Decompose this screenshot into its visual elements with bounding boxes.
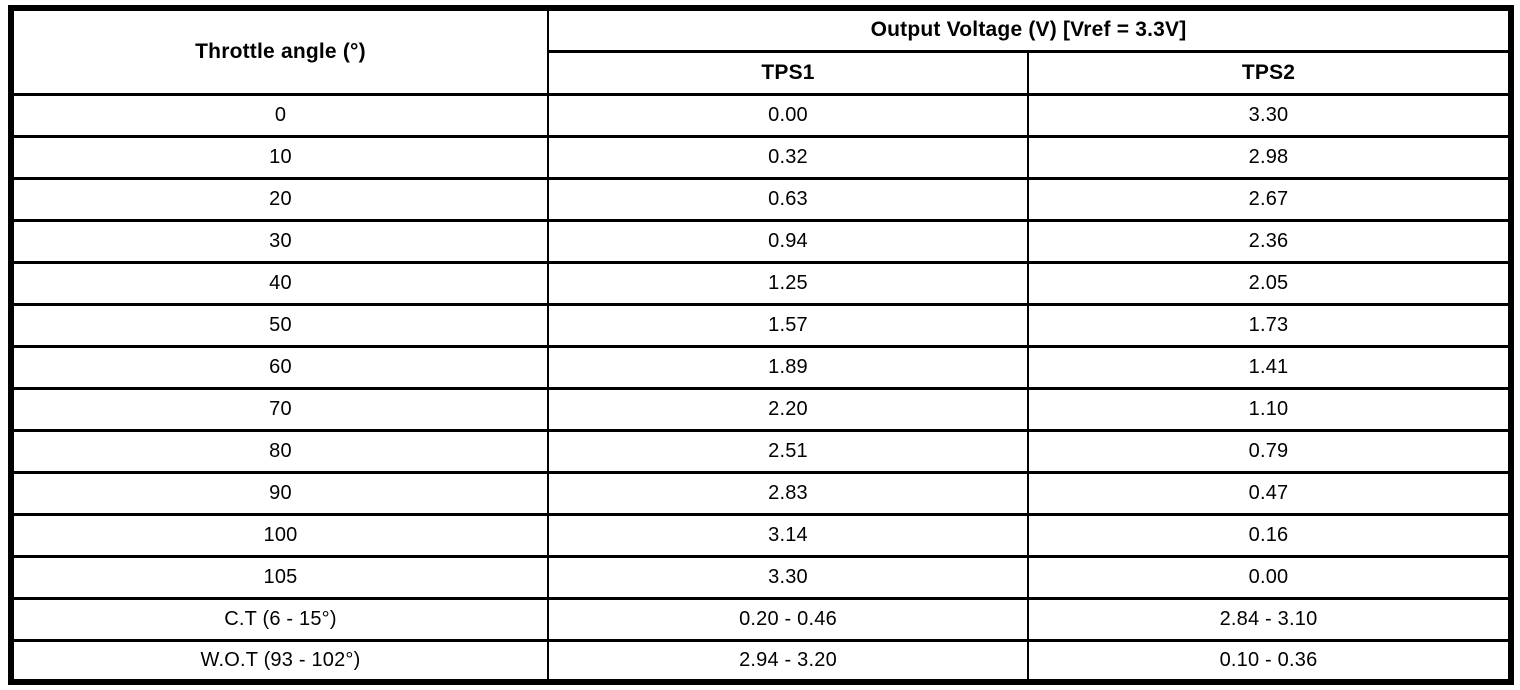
tps1-value-cell: 0.20 - 0.46 — [547, 596, 1029, 642]
tps1-value-cell: 1.25 — [547, 260, 1029, 306]
throttle-angle-cell: 10 — [10, 134, 549, 180]
throttle-angle-cell: C.T (6 - 15°) — [10, 596, 549, 642]
tps2-value-cell: 1.10 — [1027, 386, 1512, 432]
tps1-column-header: TPS1 — [547, 49, 1029, 96]
throttle-angle-cell: 90 — [10, 470, 549, 516]
tps2-value-cell: 2.98 — [1027, 134, 1512, 180]
table-row: 30 0.94 2.36 — [10, 218, 1512, 264]
tps2-value-cell: 0.79 — [1027, 428, 1512, 474]
tps1-value-cell: 0.63 — [547, 176, 1029, 222]
tps1-value-cell: 0.00 — [547, 92, 1029, 138]
header-row-group: Throttle angle (°) Output Voltage (V) [V… — [10, 6, 1512, 96]
table-row: 0 0.00 3.30 — [10, 92, 1512, 138]
tps2-value-cell: 2.36 — [1027, 218, 1512, 264]
table-row: 20 0.63 2.67 — [10, 176, 1512, 222]
table-row: W.O.T (93 - 102°) 2.94 - 3.20 0.10 - 0.3… — [10, 638, 1512, 684]
tps2-value-cell: 2.84 - 3.10 — [1027, 596, 1512, 642]
tps-voltage-table: Throttle angle (°) Output Voltage (V) [V… — [8, 5, 1514, 685]
table-row: 90 2.83 0.47 — [10, 470, 1512, 516]
table-row: 40 1.25 2.05 — [10, 260, 1512, 306]
header-row-sub: TPS1 TPS2 — [11, 49, 1512, 96]
throttle-angle-cell: W.O.T (93 - 102°) — [10, 638, 549, 684]
throttle-angle-cell: 0 — [10, 92, 549, 138]
tps2-value-cell: 1.41 — [1027, 344, 1512, 390]
throttle-angle-header: Throttle angle (°) — [10, 6, 549, 96]
tps2-value-cell: 3.30 — [1027, 92, 1512, 138]
tps1-value-cell: 3.14 — [547, 512, 1029, 558]
tps1-value-cell: 0.32 — [547, 134, 1029, 180]
throttle-angle-cell: 20 — [10, 176, 549, 222]
throttle-angle-cell: 30 — [10, 218, 549, 264]
throttle-angle-cell: 60 — [10, 344, 549, 390]
tps1-value-cell: 3.30 — [547, 554, 1029, 600]
tps1-value-cell: 1.57 — [547, 302, 1029, 348]
throttle-angle-cell: 100 — [10, 512, 549, 558]
tps2-value-cell: 0.10 - 0.36 — [1027, 638, 1512, 684]
table-row: 50 1.57 1.73 — [10, 302, 1512, 348]
tps1-value-cell: 2.94 - 3.20 — [547, 638, 1029, 684]
table-row: 10 0.32 2.98 — [10, 134, 1512, 180]
tps2-value-cell: 0.00 — [1027, 554, 1512, 600]
tps2-value-cell: 0.16 — [1027, 512, 1512, 558]
tps2-value-cell: 2.67 — [1027, 176, 1512, 222]
throttle-angle-cell: 105 — [10, 554, 549, 600]
tps1-value-cell: 0.94 — [547, 218, 1029, 264]
table-row: 105 3.30 0.00 — [10, 554, 1512, 600]
throttle-angle-cell: 50 — [10, 302, 549, 348]
tps2-column-header: TPS2 — [1027, 49, 1512, 96]
table-row: 60 1.89 1.41 — [10, 344, 1512, 390]
throttle-angle-cell: 40 — [10, 260, 549, 306]
throttle-angle-cell: 70 — [10, 386, 549, 432]
tps2-value-cell: 2.05 — [1027, 260, 1512, 306]
tps2-value-cell: 0.47 — [1027, 470, 1512, 516]
table-row: 80 2.51 0.79 — [10, 428, 1512, 474]
tps1-value-cell: 2.83 — [547, 470, 1029, 516]
tps2-value-cell: 1.73 — [1027, 302, 1512, 348]
table-row: 70 2.20 1.10 — [10, 386, 1512, 432]
table-row: 100 3.14 0.16 — [10, 512, 1512, 558]
tps1-value-cell: 2.51 — [547, 428, 1029, 474]
tps1-value-cell: 2.20 — [547, 386, 1029, 432]
tps1-value-cell: 1.89 — [547, 344, 1029, 390]
throttle-angle-cell: 80 — [10, 428, 549, 474]
output-voltage-group-header: Output Voltage (V) [Vref = 3.3V] — [547, 6, 1512, 53]
table-row: C.T (6 - 15°) 0.20 - 0.46 2.84 - 3.10 — [10, 596, 1512, 642]
